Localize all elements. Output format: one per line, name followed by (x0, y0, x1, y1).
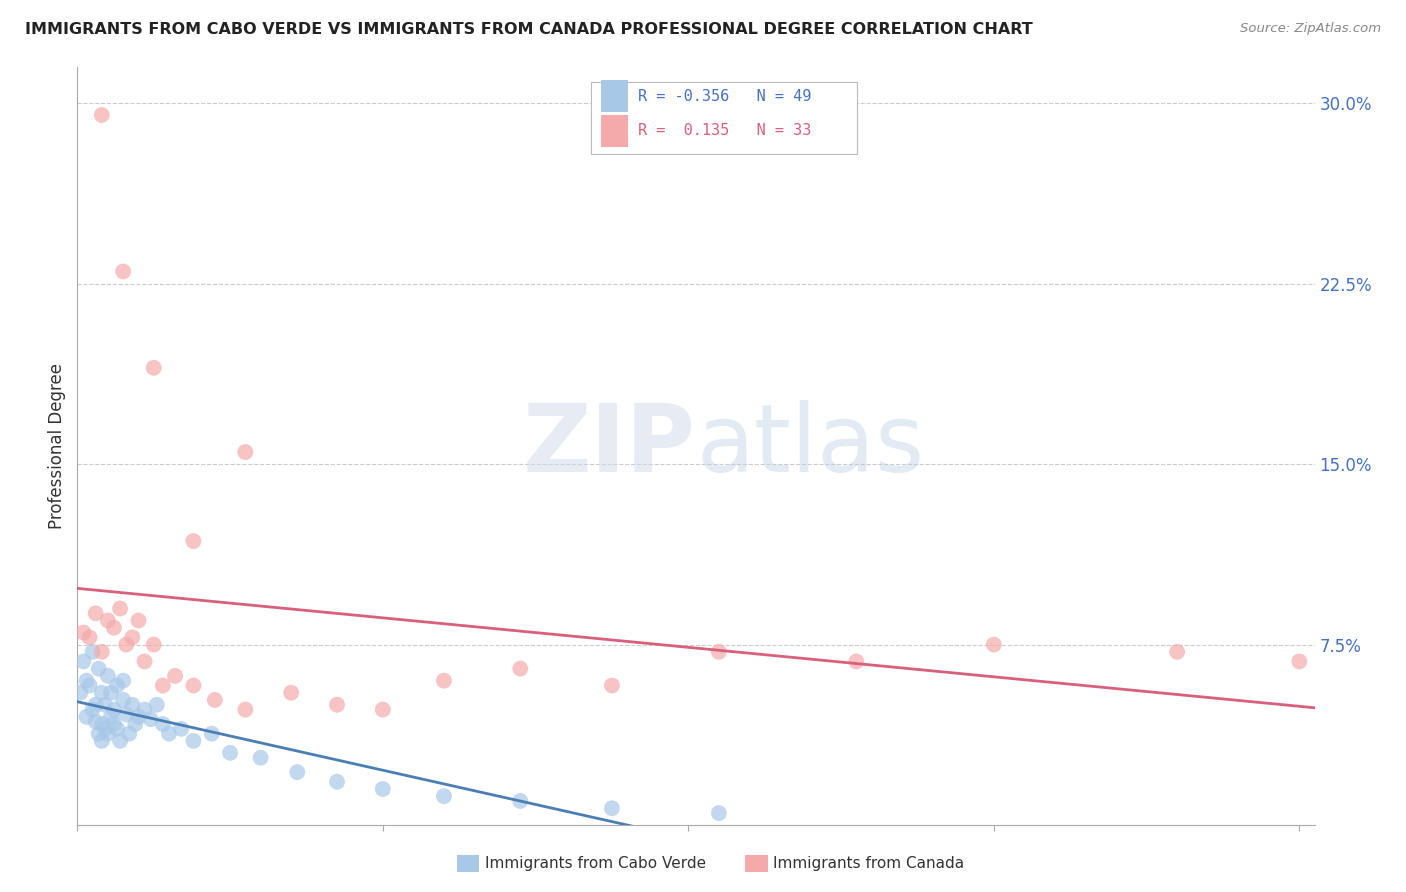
Point (600, 801, 623, 815)
Text: ZIP: ZIP (523, 400, 696, 492)
Point (90, 717, 112, 731)
Point (76, 673, 98, 688)
Point (183, 678, 205, 692)
Point (707, 806, 730, 821)
Point (249, 750, 271, 764)
Point (112, 693, 135, 707)
Point (87, 662, 110, 676)
Text: Source: ZipAtlas.com: Source: ZipAtlas.com (1240, 22, 1381, 36)
Point (509, 794, 531, 808)
Point (219, 746, 242, 760)
Point (201, 726, 224, 740)
Point (90, 645, 112, 659)
Point (84, 714, 107, 729)
FancyBboxPatch shape (600, 115, 628, 147)
Point (183, 534, 205, 549)
Point (152, 678, 174, 692)
Point (72, 625, 94, 640)
Point (84, 607, 107, 621)
Point (142, 360, 165, 375)
Point (87, 726, 110, 740)
Point (326, 698, 349, 712)
Point (433, 789, 456, 804)
Point (371, 702, 394, 716)
Point (285, 765, 308, 780)
Point (103, 621, 125, 635)
Point (127, 614, 149, 628)
Point (600, 678, 623, 692)
Point (157, 726, 180, 740)
Point (100, 710, 122, 724)
Point (105, 678, 128, 692)
Text: atlas: atlas (696, 400, 924, 492)
Y-axis label: Professional Degree: Professional Degree (48, 363, 66, 529)
Point (118, 726, 141, 740)
Point (183, 734, 205, 748)
Point (112, 264, 135, 278)
Point (707, 645, 730, 659)
Point (983, 638, 1005, 652)
Point (108, 734, 131, 748)
Point (90, 108, 112, 122)
Point (509, 662, 531, 676)
Point (115, 707, 138, 722)
Point (94, 698, 117, 712)
Point (1288, 655, 1310, 669)
Text: Immigrants from Canada: Immigrants from Canada (773, 856, 965, 871)
Point (121, 698, 143, 712)
Point (97, 669, 120, 683)
Point (94, 722, 117, 736)
Point (170, 722, 193, 736)
Point (103, 717, 125, 731)
Point (280, 686, 302, 700)
Text: Immigrants from Cabo Verde: Immigrants from Cabo Verde (485, 856, 706, 871)
Point (235, 445, 257, 459)
Point (112, 673, 135, 688)
Point (139, 712, 162, 726)
Point (90, 686, 112, 700)
FancyBboxPatch shape (591, 82, 856, 154)
Point (235, 702, 257, 716)
Point (84, 698, 107, 712)
Point (142, 638, 165, 652)
Point (371, 782, 394, 797)
Point (326, 774, 349, 789)
Point (145, 698, 167, 712)
Point (152, 717, 174, 731)
Point (76, 710, 98, 724)
Point (79, 678, 101, 692)
Point (82, 702, 104, 716)
FancyBboxPatch shape (600, 80, 628, 112)
Point (97, 614, 120, 628)
Point (121, 631, 143, 645)
Point (72, 655, 94, 669)
Point (82, 645, 104, 659)
Point (124, 717, 146, 731)
Point (134, 702, 156, 716)
Point (204, 693, 226, 707)
Point (100, 686, 122, 700)
Point (127, 710, 149, 724)
Point (105, 722, 128, 736)
Text: IMMIGRANTS FROM CABO VERDE VS IMMIGRANTS FROM CANADA PROFESSIONAL DEGREE CORRELA: IMMIGRANTS FROM CABO VERDE VS IMMIGRANTS… (25, 22, 1033, 37)
Point (845, 655, 868, 669)
Point (103, 702, 125, 716)
Point (165, 669, 187, 683)
Point (134, 655, 156, 669)
Point (1166, 645, 1188, 659)
Text: R =  0.135   N = 33: R = 0.135 N = 33 (638, 123, 811, 138)
Point (108, 601, 131, 615)
Point (115, 638, 138, 652)
Point (433, 673, 456, 688)
Point (90, 734, 112, 748)
Text: R = -0.356   N = 49: R = -0.356 N = 49 (638, 89, 811, 103)
Point (69, 686, 91, 700)
Point (97, 726, 120, 740)
Point (79, 631, 101, 645)
